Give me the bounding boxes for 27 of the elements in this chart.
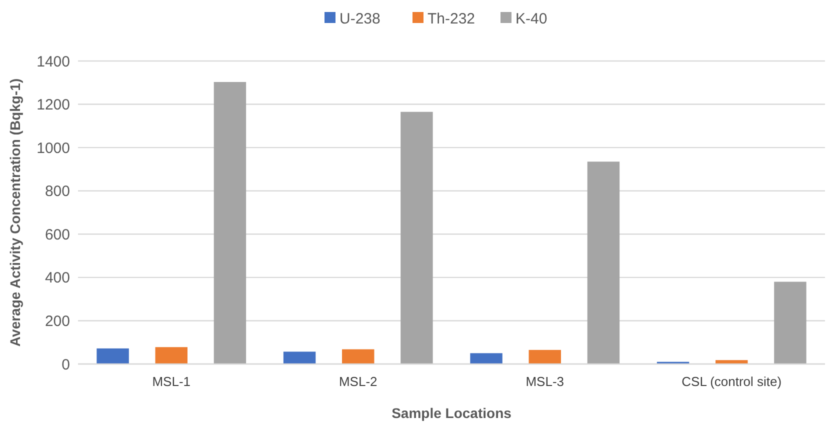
- legend-label: Th-232: [428, 10, 476, 28]
- bar: [214, 82, 246, 364]
- bar: [96, 348, 129, 364]
- x-tick-label: MSL-3: [526, 374, 564, 389]
- bar: [400, 112, 433, 364]
- y-tick-label: 1400: [36, 53, 70, 70]
- y-axis-title: Average Activity Concentration (Bqkg-1): [7, 78, 23, 347]
- x-tick-label: MSL-2: [338, 374, 378, 389]
- bar: [470, 353, 502, 364]
- bar: [342, 349, 374, 364]
- bar: [528, 350, 561, 364]
- bar: [774, 282, 806, 364]
- y-tick-label: 400: [44, 270, 70, 287]
- y-tick-label: 1000: [36, 140, 70, 157]
- legend-label: U-238: [340, 10, 380, 28]
- y-tick-label: 1200: [36, 96, 70, 114]
- x-tick-label: CSL (control site): [682, 374, 782, 389]
- x-tick-label: MSL-1: [152, 374, 191, 389]
- x-axis-title: Sample Locations: [392, 405, 512, 421]
- bar: [283, 352, 316, 364]
- y-tick-label: 200: [44, 312, 70, 330]
- legend-label: K-40: [516, 10, 548, 28]
- y-tick-label: 800: [44, 183, 70, 200]
- bar: [587, 162, 620, 364]
- y-tick-label: 600: [44, 226, 70, 244]
- bar: [155, 347, 188, 364]
- y-tick-label: 0: [62, 356, 70, 374]
